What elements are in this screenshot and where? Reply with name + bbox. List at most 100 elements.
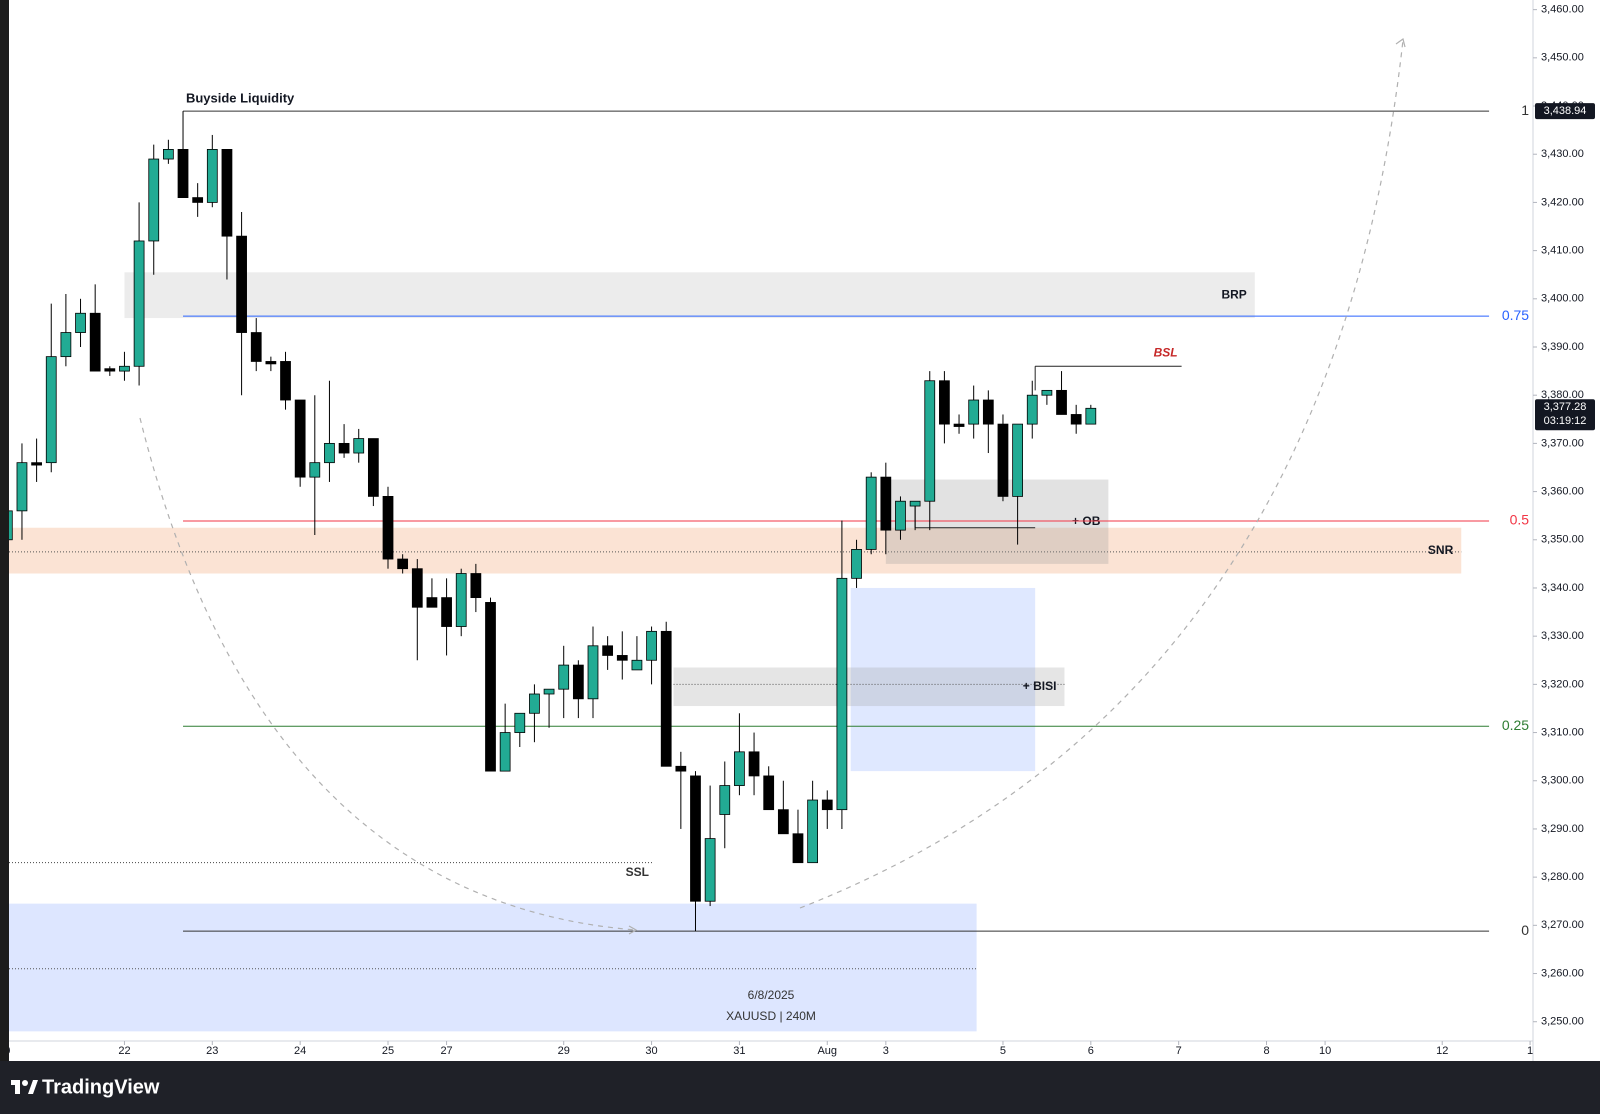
candle-body [529,693,540,714]
projection-arc [799,39,1404,909]
candle-body [1085,407,1097,425]
x-tick-label: 22 [118,1045,130,1057]
candle-body [1026,394,1038,425]
candle-body [865,476,877,550]
candle-body [895,500,906,531]
y-tick-label: 3,410.00 [1541,245,1584,257]
candle-body [148,158,160,242]
candle-body [982,399,994,425]
candle-body [514,712,526,733]
x-tick-label: 23 [206,1045,218,1057]
y-tick-label: 3,360.00 [1541,485,1584,497]
brand-name: TradingView [42,1076,160,1098]
x-tick-label: 5 [1000,1045,1006,1057]
candle-body [221,149,233,237]
candle-body [558,664,570,690]
projection-arc [139,417,637,931]
y-tick-label: 3,280.00 [1541,871,1584,883]
zone [124,272,1255,319]
x-tick-label: 7 [1176,1045,1182,1057]
candle-body [485,602,496,772]
candle-body [455,573,467,627]
fib-label: 0.75 [1502,307,1529,323]
candle-body [367,438,379,497]
y-tick-label: 3,290.00 [1541,823,1584,835]
candle-body [660,630,672,767]
price-axis-bg [1533,0,1600,1061]
y-tick-label: 3,400.00 [1541,293,1584,305]
candle-body [426,597,438,608]
zone [9,527,1462,574]
annotation: Buyside Liquidity [186,91,295,106]
candle-body [324,442,335,464]
candle-body [719,785,731,815]
x-tick-label: 24 [294,1045,306,1057]
candle-body [250,332,262,362]
candle-body [119,365,130,372]
y-tick-label: 3,450.00 [1541,52,1584,64]
x-tick-label: 31 [733,1045,745,1057]
candle-body [309,462,321,478]
zone [673,667,1065,707]
candle-body [265,361,277,365]
price-tag-label: 3,438.94 [1544,105,1587,117]
x-tick-label: 6 [1088,1045,1094,1057]
candle-body [543,688,555,695]
candle-body [763,775,775,811]
candle-body [631,659,643,671]
zone-label: BRP [1221,287,1246,301]
y-tick-label: 3,270.00 [1541,919,1584,931]
time-axis-bg [9,1041,1533,1061]
x-tick-label: 25 [382,1045,394,1057]
zone-label: SNR [1428,543,1454,557]
candle-body [441,597,452,627]
zone [9,903,977,1032]
candle-body [1012,423,1023,497]
fib-label: 0.25 [1502,717,1529,733]
y-tick-label: 3,430.00 [1541,148,1584,160]
x-tick-label: 27 [440,1045,452,1057]
candle-body [9,510,13,541]
last-price-label: 3,377.28 [1544,401,1587,413]
candle-body [177,149,189,198]
candle-body [602,645,614,656]
candle-body [192,197,204,203]
candle-body [45,356,57,464]
x-tick-label: 10 [1319,1045,1331,1057]
y-tick-label: 3,320.00 [1541,678,1584,690]
candle-body [851,549,862,579]
x-tick-label: 8 [1263,1045,1269,1057]
countdown-label: 03:19:12 [1544,415,1587,427]
candle-body [382,496,394,560]
candle-body [60,332,72,358]
candle-body [748,751,760,777]
watermark-date: 6/8/2025 [748,988,795,1002]
x-tick-label: 30 [645,1045,657,1057]
candle-body [1070,414,1082,425]
y-tick-label: 3,250.00 [1541,1016,1584,1028]
fib-label: 0.5 [1510,512,1530,528]
candle-body [206,149,218,203]
candle-body [909,500,921,507]
fib-label: 1 [1521,102,1529,118]
candle-body [572,664,584,700]
x-tick-label: 1 [1527,1045,1533,1057]
y-tick-label: 3,420.00 [1541,196,1584,208]
candle-body [734,751,745,786]
candle-body [675,765,687,772]
y-tick-label: 3,380.00 [1541,389,1584,401]
arc-arrow [1395,37,1406,48]
candle-body [807,799,819,864]
candle-body [89,312,101,372]
y-tick-label: 3,370.00 [1541,437,1584,449]
candle-body [836,577,848,811]
candle-body [1041,389,1053,396]
candle-body [163,149,174,160]
candle-body [133,240,145,367]
candle-body [397,558,409,570]
candle-body [821,799,833,811]
candle-body [616,655,628,661]
candle-body [353,438,365,454]
price-tag [1535,103,1595,120]
